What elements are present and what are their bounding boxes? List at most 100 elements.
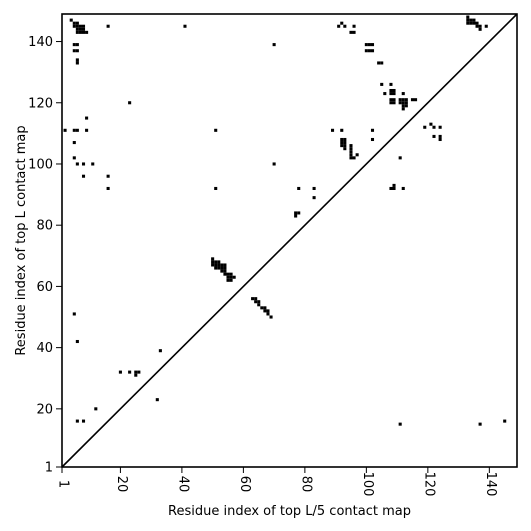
- contact-point-upper: [294, 214, 298, 218]
- contact-point-upper: [377, 61, 381, 65]
- contact-point-lower: [251, 297, 255, 301]
- contact-point-upper: [478, 24, 482, 28]
- contact-point-lower: [155, 398, 159, 402]
- contact-point-upper: [401, 92, 405, 96]
- contact-point-upper: [469, 21, 473, 25]
- contact-point-upper: [106, 186, 110, 190]
- contact-point-upper: [469, 18, 473, 22]
- contact-point-upper: [312, 196, 316, 200]
- contact-point-upper: [81, 162, 86, 166]
- contact-point-upper: [294, 211, 298, 215]
- contact-point-upper: [349, 156, 353, 160]
- contact-point-upper: [63, 128, 67, 132]
- contact-point-upper: [370, 128, 375, 132]
- contact-point-upper: [349, 30, 353, 34]
- contact-point-upper: [398, 101, 402, 105]
- contact-point-lower: [81, 419, 86, 423]
- contact-point-upper: [75, 61, 79, 65]
- contact-point-upper: [214, 186, 218, 190]
- contact-point-upper: [401, 101, 405, 105]
- x-tick-label: 100: [360, 472, 375, 497]
- contact-point-lower: [257, 303, 261, 307]
- contact-point-upper: [370, 49, 375, 53]
- contact-point-lower: [75, 339, 79, 344]
- contact-point-lower: [260, 306, 264, 310]
- contact-point-upper: [69, 18, 73, 22]
- contact-point-lower: [214, 260, 218, 264]
- contact-point-upper: [475, 24, 479, 28]
- contact-point-lower: [217, 266, 221, 270]
- x-tick-label: 120: [421, 472, 436, 497]
- contact-point-upper: [392, 98, 396, 102]
- contact-point-upper: [340, 137, 344, 142]
- contact-point-upper: [340, 141, 344, 145]
- contact-point-upper: [423, 125, 427, 129]
- contact-point-upper: [466, 15, 470, 19]
- diagonal-line: [61, 13, 518, 468]
- contact-point-upper: [392, 186, 396, 190]
- contact-point-upper: [383, 92, 387, 96]
- contact-point-lower: [211, 263, 215, 267]
- contact-point-lower: [134, 373, 138, 377]
- x-tick-label: 40: [175, 476, 190, 493]
- contact-point-lower: [398, 422, 402, 426]
- contact-point-upper: [272, 43, 276, 47]
- contact-point-upper: [72, 21, 76, 25]
- contact-point-upper: [75, 27, 79, 31]
- contact-point-upper: [349, 144, 353, 148]
- contact-point-upper: [75, 30, 79, 34]
- contact-point-upper: [355, 153, 359, 157]
- contact-point-upper: [340, 144, 344, 148]
- y-tick-label: 140: [28, 35, 53, 50]
- contact-point-lower: [226, 275, 230, 279]
- contact-point-lower: [226, 278, 230, 282]
- contact-point-upper: [75, 162, 79, 166]
- contact-point-upper: [272, 162, 276, 166]
- contact-point-upper: [75, 49, 79, 53]
- contact-point-upper: [367, 43, 371, 47]
- contact-point-upper: [404, 98, 408, 102]
- contact-point-lower: [263, 306, 267, 310]
- contact-point-upper: [380, 61, 384, 65]
- contact-point-upper: [343, 147, 347, 151]
- y-tick-label: 120: [28, 96, 53, 111]
- contact-point-lower: [226, 272, 230, 276]
- contact-point-upper: [472, 21, 476, 25]
- contact-point-upper: [81, 30, 86, 34]
- contact-point-upper: [297, 211, 301, 215]
- contact-point-lower: [229, 278, 233, 282]
- x-tick-label: 1: [56, 480, 71, 488]
- contact-point-upper: [389, 82, 393, 86]
- x-tick-label: 140: [483, 472, 498, 497]
- contact-point-upper: [404, 104, 408, 108]
- contact-point-upper: [72, 156, 76, 160]
- contact-point-upper: [297, 186, 301, 190]
- contact-point-upper: [432, 125, 436, 129]
- contact-point-upper: [364, 43, 368, 47]
- contact-point-lower: [257, 300, 261, 304]
- contact-point-upper: [389, 88, 393, 93]
- contact-point-lower: [269, 315, 273, 319]
- contact-point-lower: [220, 269, 224, 273]
- contact-point-lower: [229, 275, 233, 279]
- contact-point-upper: [410, 98, 415, 102]
- contact-point-upper: [404, 101, 408, 105]
- contact-point-lower: [478, 422, 482, 426]
- y-tick-label: 20: [36, 402, 53, 417]
- contact-point-upper: [312, 186, 316, 190]
- contact-point-lower: [266, 309, 270, 313]
- contact-point-upper: [392, 88, 396, 93]
- contact-point-upper: [81, 24, 86, 28]
- contact-point-upper: [349, 153, 353, 157]
- contact-point-upper: [349, 147, 353, 151]
- contact-point-upper: [340, 21, 344, 25]
- contact-point-lower: [94, 407, 98, 411]
- contact-point-upper: [401, 186, 405, 190]
- y-axis-label: Residue index of top L contact map: [14, 125, 29, 355]
- contact-point-lower: [223, 269, 227, 273]
- contact-point-upper: [389, 186, 393, 190]
- contact-point-upper: [389, 92, 393, 96]
- contact-point-upper: [75, 21, 79, 25]
